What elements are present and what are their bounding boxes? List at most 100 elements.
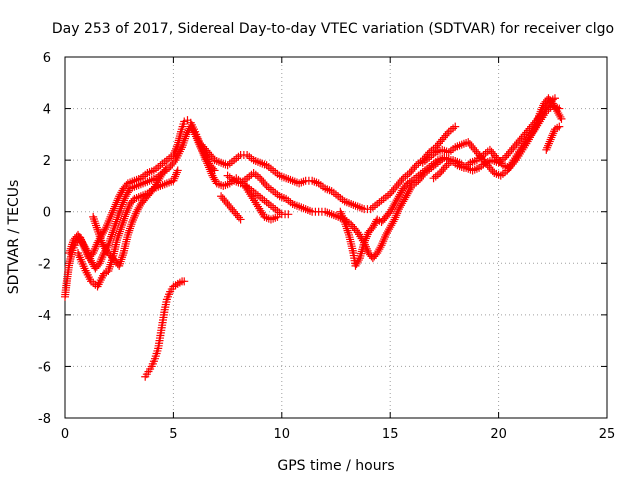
data-point xyxy=(375,198,384,207)
data-point xyxy=(394,207,403,216)
data-point xyxy=(338,211,347,220)
data-point xyxy=(90,246,99,255)
data-point xyxy=(378,239,387,248)
data-point xyxy=(245,172,254,181)
data-point xyxy=(518,141,527,150)
data-point xyxy=(230,156,239,165)
data-point xyxy=(110,221,119,230)
data-point xyxy=(392,211,401,220)
data-point xyxy=(246,190,255,199)
data-point xyxy=(180,277,189,286)
data-point xyxy=(264,199,273,208)
data-point xyxy=(368,203,377,212)
data-point xyxy=(249,169,258,178)
data-point xyxy=(503,166,512,175)
data-point xyxy=(380,232,389,241)
data-point xyxy=(446,126,455,135)
data-point xyxy=(377,241,386,250)
data-point xyxy=(119,216,128,225)
data-point xyxy=(108,228,117,237)
data-point xyxy=(548,131,557,140)
data-point xyxy=(122,208,131,217)
data-point xyxy=(90,217,99,226)
data-point xyxy=(253,172,262,181)
data-point xyxy=(508,158,517,167)
data-point xyxy=(555,104,564,113)
data-point xyxy=(544,141,553,150)
data-point xyxy=(507,160,516,169)
data-point xyxy=(92,223,101,232)
data-point xyxy=(446,146,455,155)
y-tick-label: 6 xyxy=(43,51,51,66)
data-point xyxy=(200,153,209,162)
y-tick-label: 4 xyxy=(43,103,51,118)
data-point xyxy=(505,162,514,171)
data-point xyxy=(271,213,280,222)
data-point xyxy=(555,122,564,131)
data-point xyxy=(225,159,234,168)
data-point xyxy=(172,168,181,177)
y-tick-label: -6 xyxy=(38,360,51,375)
data-point xyxy=(379,237,388,246)
data-point xyxy=(119,196,128,205)
data-point xyxy=(131,209,140,218)
x-tick-label: 20 xyxy=(490,427,507,442)
data-point xyxy=(162,156,171,165)
data-point xyxy=(542,103,551,112)
data-point xyxy=(110,224,119,233)
data-point xyxy=(470,165,479,174)
data-point xyxy=(338,213,347,222)
data-point xyxy=(118,218,127,227)
data-point xyxy=(245,152,254,161)
data-point xyxy=(546,135,555,144)
data-point xyxy=(113,233,122,242)
data-point xyxy=(107,230,116,239)
data-point xyxy=(557,114,566,123)
data-point xyxy=(379,194,388,203)
data-point xyxy=(255,204,264,213)
data-point xyxy=(91,242,100,251)
data-point xyxy=(86,254,95,263)
data-point xyxy=(172,170,181,179)
data-point xyxy=(154,163,163,172)
y-tick-labels: -8 -6 -4 -2 0 2 4 6 xyxy=(38,51,51,427)
data-point xyxy=(102,223,111,232)
data-point xyxy=(266,185,275,194)
data-point xyxy=(266,164,275,173)
data-point xyxy=(162,163,171,172)
data-point xyxy=(121,210,130,219)
data-point xyxy=(342,224,351,233)
axis-ticks xyxy=(64,56,608,419)
data-point xyxy=(269,166,278,175)
data-point xyxy=(207,169,216,178)
data-point xyxy=(81,244,90,253)
data-point xyxy=(343,226,352,235)
data-point xyxy=(514,147,523,156)
data-point xyxy=(384,191,393,200)
data-point xyxy=(189,128,198,137)
data-point xyxy=(123,206,132,215)
data-point xyxy=(104,216,113,225)
data-point xyxy=(252,200,261,209)
data-point xyxy=(362,232,371,241)
data-point xyxy=(373,199,382,208)
data-point xyxy=(171,172,180,181)
data-point xyxy=(106,234,115,243)
data-point xyxy=(96,257,105,266)
data-point xyxy=(361,234,370,243)
chart-title: Day 253 of 2017, Sidereal Day-to-day VTE… xyxy=(52,21,614,37)
data-point xyxy=(541,105,550,114)
data-point xyxy=(128,218,137,227)
data-point xyxy=(205,165,214,174)
data-point xyxy=(236,215,245,224)
data-point xyxy=(118,253,127,262)
data-point xyxy=(120,194,129,203)
x-tick-label: 15 xyxy=(382,427,399,442)
data-point xyxy=(95,259,104,268)
data-point xyxy=(204,161,213,170)
data-point xyxy=(106,212,115,221)
data-point xyxy=(360,238,369,247)
data-point xyxy=(89,212,98,221)
data-point xyxy=(544,100,553,109)
data-point xyxy=(339,215,348,224)
